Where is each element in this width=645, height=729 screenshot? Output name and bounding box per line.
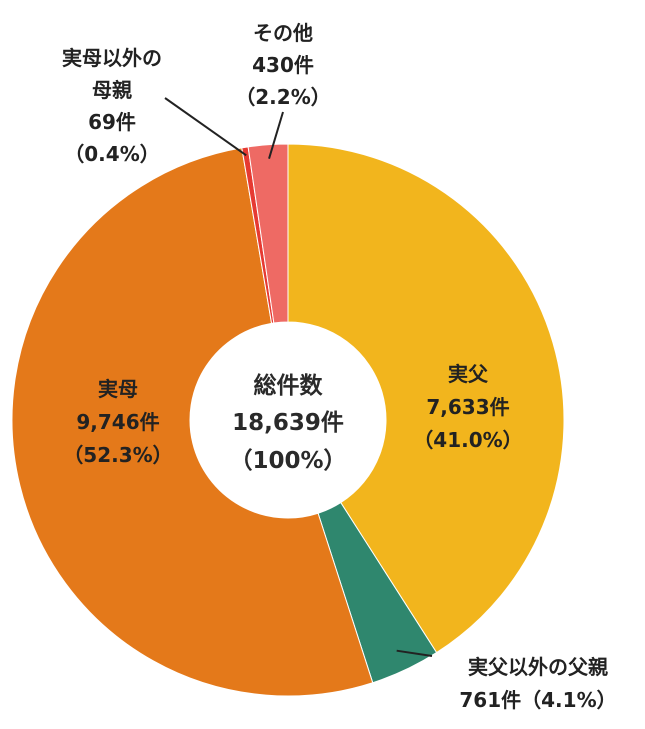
slice-label-line: （2.2%）	[235, 85, 330, 109]
center-total: 総件数 18,639件 （100%）	[229, 372, 346, 474]
slice-label-line: その他	[253, 21, 313, 45]
slice-label-line: 実母	[98, 377, 138, 401]
slice-label-line: （52.3%）	[63, 443, 172, 467]
leader-line-jitsufu-igai	[396, 649, 433, 657]
slice-label-line: （41.0%）	[413, 428, 522, 452]
label-jitsubo-igai: 実母以外の 母親 69件 （0.4%）	[62, 46, 162, 166]
label-jitsufu: 実父 7,633件 （41.0%）	[413, 362, 522, 452]
slice-label-line: 7,633件	[426, 395, 509, 419]
total-title: 総件数	[254, 372, 324, 399]
total-value: 18,639件	[232, 410, 344, 436]
total-percent: （100%）	[229, 447, 346, 474]
leader-line-sonota	[268, 111, 284, 159]
leader-line-jitsubo-igai	[164, 97, 247, 157]
slice-label-line: 実母以外の	[62, 46, 162, 70]
slice-label-line: 761件（4.1%）	[459, 688, 616, 712]
leader-layer	[164, 97, 433, 657]
label-sonota: その他 430件 （2.2%）	[235, 21, 330, 109]
slice-label-line: （0.4%）	[64, 142, 159, 166]
slice-label-line: 9,746件	[76, 410, 159, 434]
slice-label-line: 実父以外の父親	[468, 655, 608, 679]
slice-label-line: 実父	[448, 362, 489, 386]
slice-label-line: 母親	[92, 78, 132, 102]
slice-layer	[11, 143, 565, 697]
label-jitsubo: 実母 9,746件 （52.3%）	[63, 377, 172, 467]
donut-hole	[190, 322, 386, 518]
slice-label-line: 430件	[252, 53, 314, 77]
slice-label-line: 69件	[88, 110, 136, 134]
label-jitsufu-igai: 実父以外の父親 761件（4.1%）	[459, 655, 616, 712]
